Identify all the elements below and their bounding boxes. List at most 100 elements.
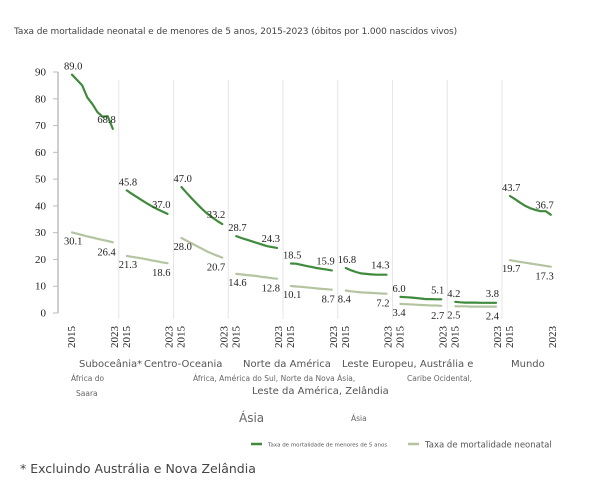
data-label-under5-start: 43.7 <box>502 183 520 194</box>
x-tick-label: 2015 <box>449 326 461 349</box>
data-label-neonatal-start: 14.6 <box>228 278 246 289</box>
category-label: Centro-Oceania <box>144 359 222 370</box>
series-line-under5 <box>289 262 333 272</box>
data-label-neonatal-start: 30.1 <box>64 236 82 247</box>
legend: Taxa de mortalidade de menores de 5 anos… <box>251 441 552 451</box>
series-lines <box>70 73 552 308</box>
y-tick-label: 40 <box>35 200 47 212</box>
x-tick-label: 2015 <box>340 326 352 349</box>
series-line-under5 <box>344 266 388 276</box>
data-label-neonatal-start: 8.4 <box>338 295 352 306</box>
data-label-neonatal-end: 26.4 <box>97 247 116 258</box>
data-label-neonatal-end: 8.7 <box>322 295 335 306</box>
series-line-neonatal <box>289 284 333 291</box>
series-line-under5 <box>125 189 169 215</box>
data-label-neonatal-end: 20.7 <box>207 263 225 274</box>
x-tick-label: 2023 <box>383 326 395 349</box>
series-line-neonatal <box>125 254 169 265</box>
data-label-under5-end: 14.3 <box>371 261 389 272</box>
x-tick-label: 2015 <box>504 326 516 349</box>
category-label: Saara <box>76 389 98 398</box>
data-label-under5-start: 4.2 <box>447 289 460 300</box>
series-line-under5 <box>235 235 279 249</box>
data-label-under5-end: 5.1 <box>431 285 444 296</box>
category-label: Caribe Ocidental, <box>407 374 472 383</box>
category-label: Mundo <box>511 359 545 370</box>
data-label-neonatal-end: 12.8 <box>262 284 280 295</box>
category-label: África, América do Sul, Norte da Nova Ás… <box>193 374 355 383</box>
legend-label-neonatal: Taxa de mortalidade neonatal <box>424 441 552 451</box>
data-label-under5-start: 28.7 <box>228 223 246 234</box>
x-tick-label: 2015 <box>176 326 188 349</box>
series-line-under5 <box>454 300 498 304</box>
chart-title: Taxa de mortalidade neonatal e de menore… <box>14 27 458 37</box>
panel-separators <box>118 80 503 319</box>
x-tick-label: 2023 <box>273 326 285 349</box>
series-line-neonatal <box>235 272 279 280</box>
y-tick-label: 50 <box>35 174 47 186</box>
data-label-under5-start: 18.5 <box>283 250 301 261</box>
x-tick-label: 2023 <box>218 326 230 349</box>
category-labels: Suboceânia* Centro-Oceania Norte da Améric… <box>71 358 545 425</box>
y-tick-label: 0 <box>41 308 47 320</box>
y-tick-label: 30 <box>35 227 47 239</box>
data-label-under5-start: 16.8 <box>338 255 356 266</box>
series-line-under5 <box>180 186 224 226</box>
x-tick-labels: 2015 2023 2015 2023 2015 2023 2015 2023 2015 2023… <box>66 326 559 349</box>
footnote: * Excluindo Austrália e Nova Zelândia <box>20 461 256 476</box>
category-label: Leste Europeu, Austrália e <box>342 358 473 370</box>
x-tick-label: 2015 <box>66 326 78 349</box>
data-label-neonatal-end: 2.7 <box>431 311 444 322</box>
data-label-under5-start: 45.8 <box>119 177 137 188</box>
x-tick-label: 2023 <box>164 326 176 349</box>
data-label-under5-end: 68.8 <box>97 115 115 126</box>
data-label-under5-end: 37.0 <box>152 200 170 211</box>
y-axis: 0 10 20 30 40 50 60 70 80 90 <box>35 67 59 320</box>
data-label-neonatal-end: 18.6 <box>152 268 170 279</box>
x-tick-label: 2023 <box>328 326 340 349</box>
category-label: Norte da América <box>243 358 331 370</box>
data-label-under5-end: 24.3 <box>262 234 280 245</box>
series-line-under5 <box>508 194 552 216</box>
data-label-neonatal-start: 10.1 <box>283 290 301 301</box>
x-tick-label: 2023 <box>437 326 449 349</box>
x-tick-label: 2023 <box>109 326 121 349</box>
data-label-neonatal-start: 21.3 <box>119 260 137 271</box>
legend-label-under5: Taxa de mortalidade de menores de 5 anos <box>267 443 387 449</box>
data-label-neonatal-end: 2.4 <box>486 312 500 323</box>
series-line-neonatal <box>344 289 388 295</box>
data-label-neonatal-end: 7.2 <box>376 299 389 310</box>
data-label-neonatal-end: 17.3 <box>535 272 553 283</box>
x-tick-label: 2015 <box>395 326 407 349</box>
category-label: Suboceânia* <box>79 358 142 370</box>
data-label-under5-end: 15.9 <box>316 256 334 267</box>
y-tick-label: 80 <box>35 93 47 105</box>
series-line-under5 <box>399 295 443 301</box>
category-label: Leste da América, Zelândia <box>252 385 389 397</box>
data-labels: 89.0 68.8 30.1 26.4 45.8 37.0 21.3 18.6 47.0 33.2… <box>64 62 554 323</box>
data-label-neonatal-start: 28.0 <box>174 242 192 253</box>
series-line-under5 <box>70 73 114 130</box>
y-tick-label: 20 <box>35 254 47 266</box>
data-label-under5-start: 6.0 <box>393 284 406 295</box>
y-tick-label: 90 <box>35 67 47 79</box>
data-label-under5-end: 36.7 <box>535 201 553 212</box>
x-tick-label: 2023 <box>547 326 559 349</box>
data-label-under5-end: 3.8 <box>486 289 499 300</box>
x-tick-label: 2023 <box>492 326 504 349</box>
y-tick-label: 10 <box>35 281 47 293</box>
y-tick-label: 70 <box>35 120 47 132</box>
x-tick-label: 2015 <box>285 326 297 349</box>
data-label-under5-start: 47.0 <box>174 174 192 185</box>
data-label-under5-end: 33.2 <box>207 210 225 221</box>
data-label-neonatal-start: 19.7 <box>502 264 520 275</box>
data-label-neonatal-start: 2.5 <box>447 310 460 321</box>
category-label: Ásia <box>239 410 264 425</box>
category-label: África do <box>71 374 105 383</box>
x-tick-label: 2015 <box>230 326 242 349</box>
category-label: Ásia <box>351 414 367 423</box>
series-line-neonatal <box>399 302 443 307</box>
series-line-neonatal <box>180 236 224 259</box>
series-line-neonatal <box>70 231 114 244</box>
